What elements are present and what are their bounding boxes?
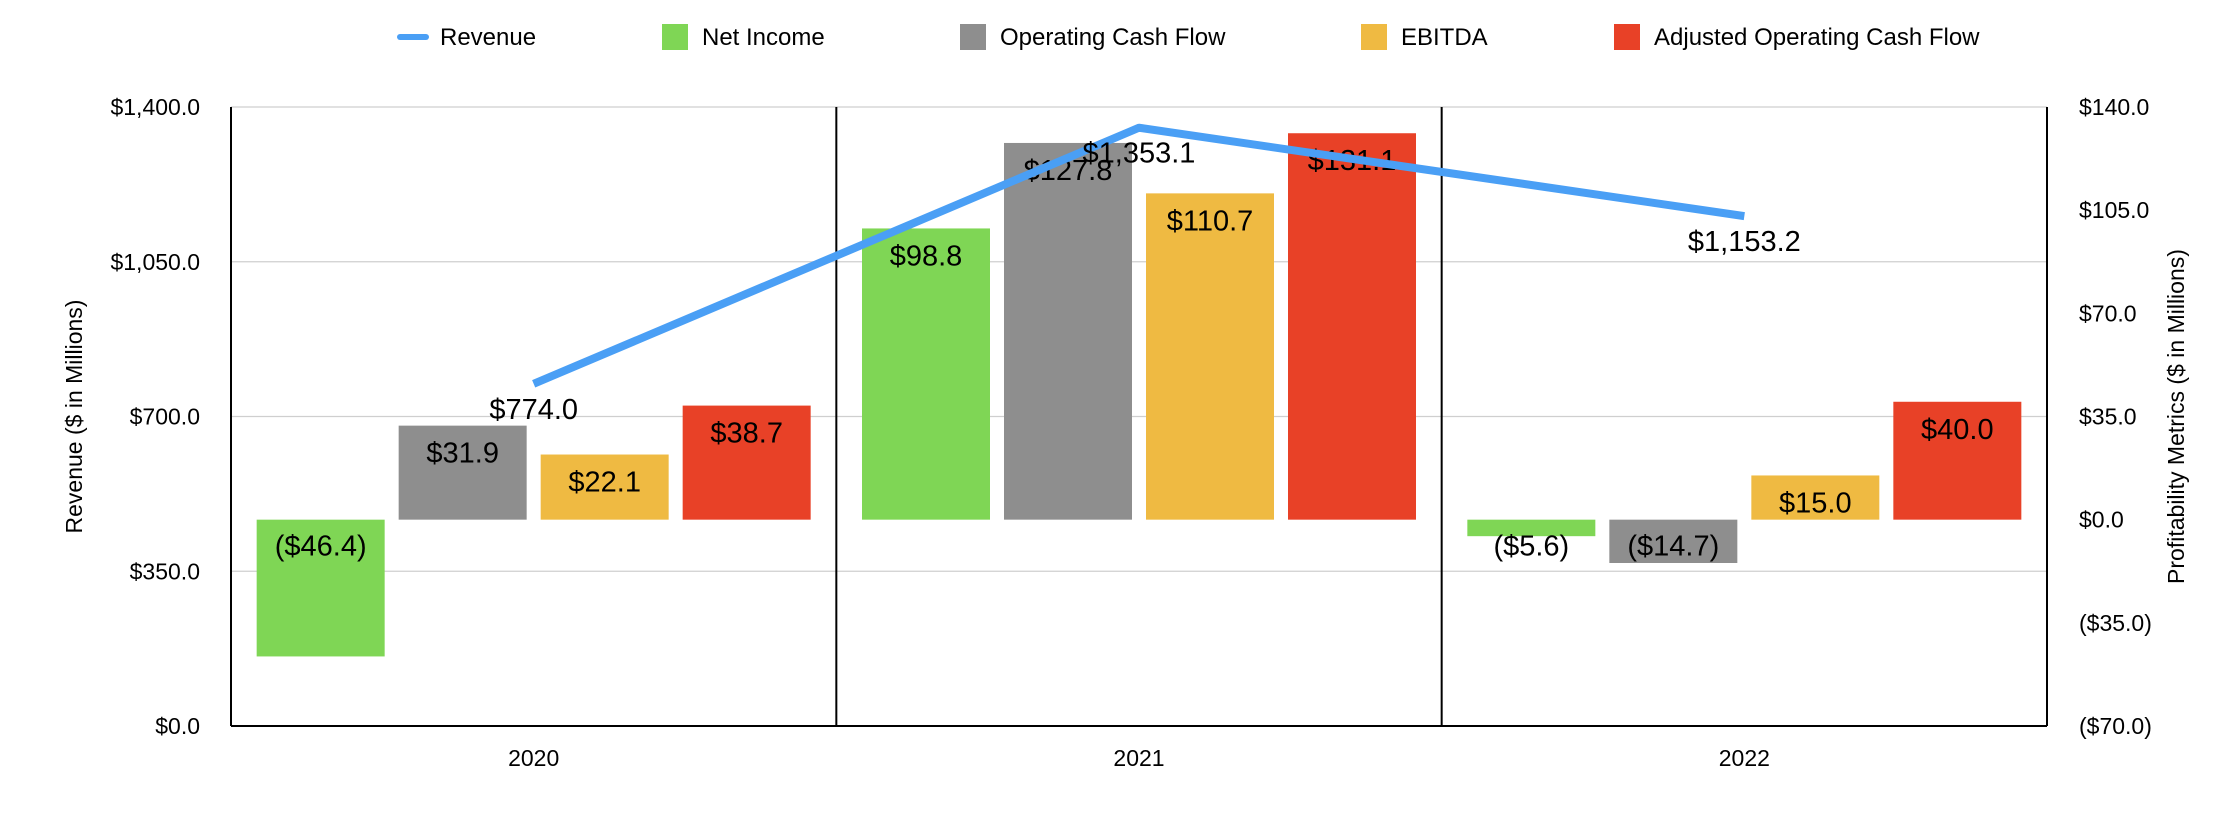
bar-operating-cash-flow-2022 [1609, 519, 1738, 563]
right-tick-label: $0.0 [2079, 507, 2124, 533]
left-tick-label: $0.0 [155, 713, 200, 739]
right-tick-label: $70.0 [2079, 300, 2137, 326]
right-tick-label: ($35.0) [2079, 610, 2152, 636]
bars [256, 133, 2022, 657]
data-label-operating-cash-flow-2022: ($14.7) [1627, 531, 1719, 563]
legend-label-adjusted-operating-cash-flow: Adjusted Operating Cash Flow [1654, 24, 1980, 51]
bar-ebitda-2021 [1146, 193, 1274, 520]
data-label-adjusted-operating-cash-flow-2020: $38.7 [710, 418, 783, 450]
legend-swatch-ebitda [1361, 24, 1387, 50]
left-tick-label: $700.0 [130, 404, 200, 430]
bar-net-income-2020 [256, 519, 385, 657]
left-tick-label: $350.0 [130, 558, 200, 584]
right-tick-label: $35.0 [2079, 404, 2137, 430]
right-tick-label: $140.0 [2079, 94, 2149, 120]
revenue-series: $774.0 $1,353.1 $1,153.2 [489, 123, 1801, 426]
data-label-net-income-2021: $98.8 [890, 240, 963, 272]
bar-operating-cash-flow-2021 [1004, 142, 1132, 520]
bar-net-income-2021 [862, 228, 990, 520]
revenue-label-2022: $1,153.2 [1688, 226, 1801, 258]
axes: $0.0 $350.0 $700.0 $1,050.0 $1,400.0 ($70.0) (… [61, 94, 2189, 771]
bar-adjusted-operating-cash-flow-2022 [1893, 401, 2022, 520]
grid-lines [231, 106, 2047, 572]
legend-label-operating-cash-flow: Operating Cash Flow [1000, 24, 1226, 51]
left-axis-title: Revenue ($ in Millions) [61, 300, 87, 534]
x-tick-label: 2021 [1113, 745, 1164, 771]
right-tick-label: ($70.0) [2079, 713, 2152, 739]
data-label-ebitda-2022: $15.0 [1779, 487, 1852, 519]
left-tick-label: $1,400.0 [110, 94, 200, 120]
right-tick-label: $105.0 [2079, 197, 2149, 223]
plot-frame [230, 107, 2048, 727]
bar-ebitda-2022 [1751, 475, 1880, 520]
bar-labels: ($46.4)$98.8($5.6)$31.9$127.8($14.7)$22.… [275, 145, 1994, 562]
x-tick-label: 2020 [508, 745, 559, 771]
revenue-label-2020: $774.0 [489, 394, 578, 426]
legend: Revenue Net Income Operating Cash Flow EBIT… [397, 24, 1980, 51]
bar-operating-cash-flow-2020 [398, 425, 527, 520]
legend-label-net-income: Net Income [702, 24, 825, 51]
legend-swatch-adjusted-operating-cash-flow [1614, 24, 1640, 50]
data-label-ebitda-2020: $22.1 [568, 467, 641, 499]
left-tick-label: $1,050.0 [110, 249, 200, 275]
revenue-line [532, 123, 1745, 388]
legend-swatch-net-income [662, 24, 688, 50]
data-label-adjusted-operating-cash-flow-2022: $40.0 [1921, 414, 1994, 446]
bar-net-income-2022 [1467, 519, 1596, 537]
revenue-label-2021: $1,353.1 [1083, 138, 1196, 170]
data-label-net-income-2022: ($5.6) [1493, 531, 1569, 563]
bar-adjusted-operating-cash-flow-2020 [682, 405, 811, 520]
bar-ebitda-2020 [540, 454, 669, 520]
right-axis-title: Profitability Metrics ($ in Millions) [2163, 249, 2189, 584]
data-label-net-income-2020: ($46.4) [275, 531, 367, 563]
x-tick-label: 2022 [1719, 745, 1770, 771]
legend-label-revenue: Revenue [440, 24, 536, 51]
legend-swatch-operating-cash-flow [960, 24, 986, 50]
data-label-ebitda-2021: $110.7 [1167, 205, 1254, 237]
legend-label-ebitda: EBITDA [1401, 24, 1488, 51]
bar-adjusted-operating-cash-flow-2021 [1288, 133, 1416, 520]
data-label-operating-cash-flow-2020: $31.9 [426, 438, 499, 470]
